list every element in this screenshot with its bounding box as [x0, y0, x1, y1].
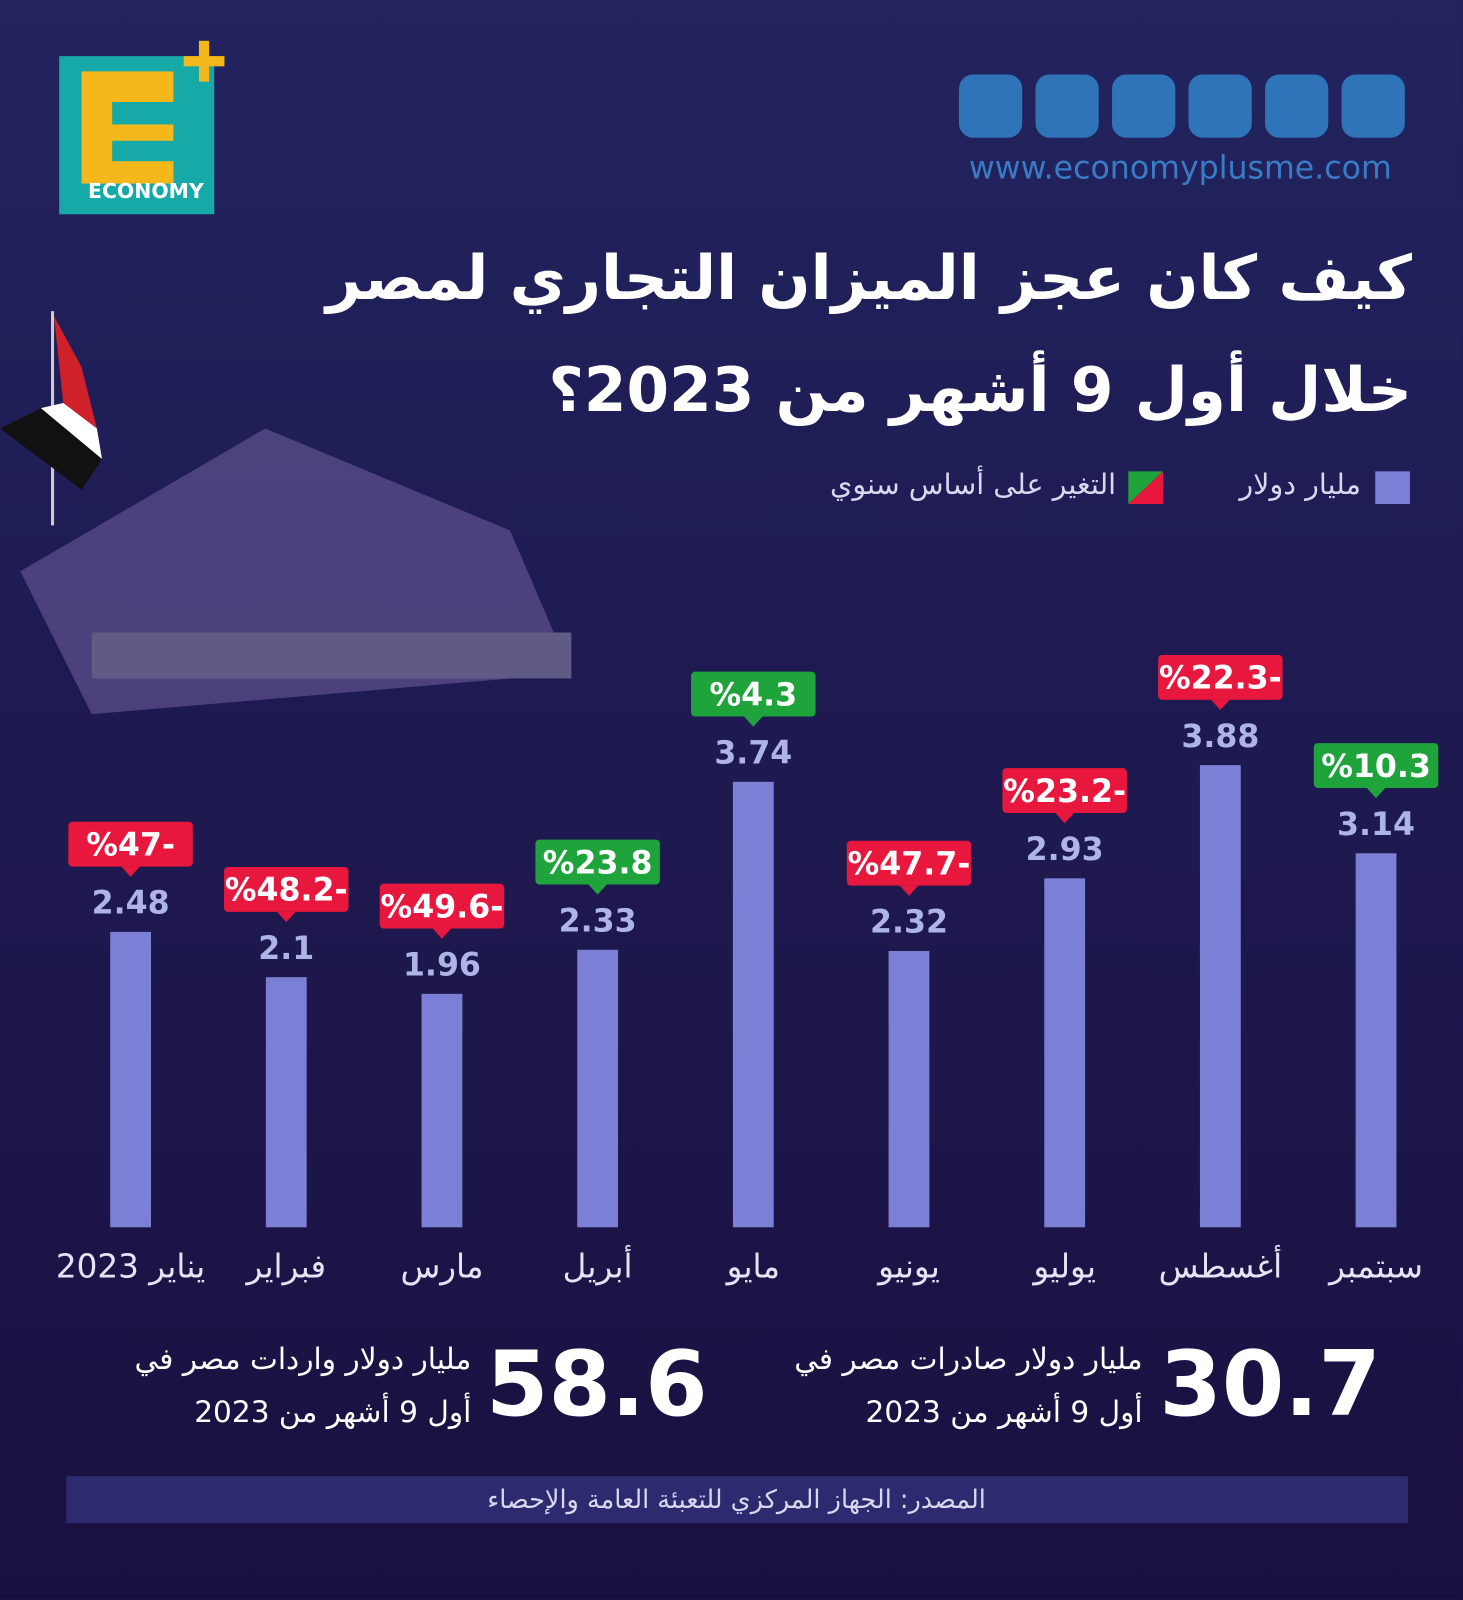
badge-pointer: [744, 716, 763, 727]
bar: [1044, 878, 1086, 1228]
value-label: 2.48: [92, 886, 170, 922]
title-line: خلال أول 9 أشهر من 2023؟: [548, 355, 1412, 427]
x-tick-label: مارس: [400, 1247, 483, 1285]
change-label: %10.3: [1321, 749, 1431, 785]
summary-text: أول 9 أشهر من 2023: [865, 1394, 1143, 1430]
value-label: 3.14: [1337, 807, 1415, 843]
change-badge: [1313, 743, 1439, 788]
badge-pointer: [121, 866, 140, 877]
value-label: 2.1: [258, 931, 314, 967]
change-badge: [224, 866, 349, 912]
x-tick-label: يوليو: [1031, 1247, 1096, 1285]
x-tick-label: أبريل: [563, 1244, 633, 1285]
change-label: %4.3: [709, 677, 797, 713]
legend-swatch-negative: [1128, 471, 1164, 504]
bar: [1199, 765, 1241, 1228]
social-icons: [958, 74, 1405, 138]
legend-label: مليار دولار: [1239, 467, 1361, 501]
value-label: 2.93: [1026, 832, 1104, 868]
summary-text: أول 9 أشهر من 2023: [194, 1394, 472, 1430]
badge-pointer: [1366, 787, 1386, 799]
bar: [732, 781, 774, 1228]
change-label: %47-: [86, 827, 175, 863]
x-tick-label: يناير 2023: [56, 1247, 205, 1285]
change-label: %23.8: [543, 845, 653, 881]
change-label: %49.6-: [381, 889, 504, 925]
change-badge: [846, 840, 972, 886]
change-badge: [379, 883, 505, 929]
badge-pointer: [588, 884, 607, 895]
x-tick-label: يونيو: [876, 1247, 940, 1285]
change-badge: [1158, 654, 1283, 700]
bar: [888, 950, 930, 1228]
x-tick-label: أغسطس: [1159, 1244, 1283, 1285]
legend-label: التغير على أساس سنوي: [829, 467, 1117, 501]
summary-value: 30.7: [1159, 1331, 1381, 1437]
website: www.economyplusme.com: [969, 151, 1392, 187]
title-line: كيف كان عجز الميزان التجاري لمصر: [325, 242, 1412, 315]
change-label: %47.7-: [848, 846, 971, 882]
change-label: %48.2-: [225, 873, 348, 909]
bar: [421, 993, 463, 1228]
x-tick-label: مايو: [725, 1247, 780, 1285]
change-badge: [691, 671, 816, 717]
summary-value: 58.6: [486, 1331, 708, 1437]
logo-text: ECONOMY: [88, 179, 204, 203]
value-label: 2.33: [559, 903, 637, 939]
money-illustration: [20, 428, 572, 715]
bar: [1355, 853, 1397, 1228]
value-label: 2.32: [870, 905, 948, 941]
change-badge: [535, 839, 660, 885]
change-label: %22.3-: [1159, 661, 1282, 697]
bar: [110, 931, 151, 1228]
change-badge: [68, 821, 193, 867]
logo: ECONOMY: [59, 40, 225, 215]
value-label: 3.74: [714, 735, 792, 771]
legend-swatch: [1375, 471, 1410, 504]
value-label: 1.96: [403, 947, 481, 983]
flag: [0, 311, 103, 526]
badge-pointer: [277, 911, 296, 923]
source: المصدر: الجهاز المركزي للتعبئة العامة وا…: [487, 1485, 986, 1515]
change-badge: [1002, 768, 1127, 814]
summary-text: مليار دولار واردات مصر في: [134, 1341, 472, 1377]
summary-text: مليار دولار صادرات مصر في: [794, 1341, 1143, 1377]
bar: [577, 949, 619, 1228]
change-label: %23.2-: [1003, 774, 1126, 810]
badge-pointer: [432, 928, 452, 939]
value-label: 3.88: [1181, 719, 1259, 755]
badge-pointer: [899, 885, 919, 896]
badge-pointer: [1055, 813, 1074, 824]
x-tick-label: فبراير: [244, 1247, 326, 1285]
source-bar: [66, 1476, 1408, 1524]
badge-pointer: [1211, 699, 1230, 711]
bar: [265, 977, 307, 1228]
x-tick-label: سبتمبر: [1327, 1247, 1423, 1285]
